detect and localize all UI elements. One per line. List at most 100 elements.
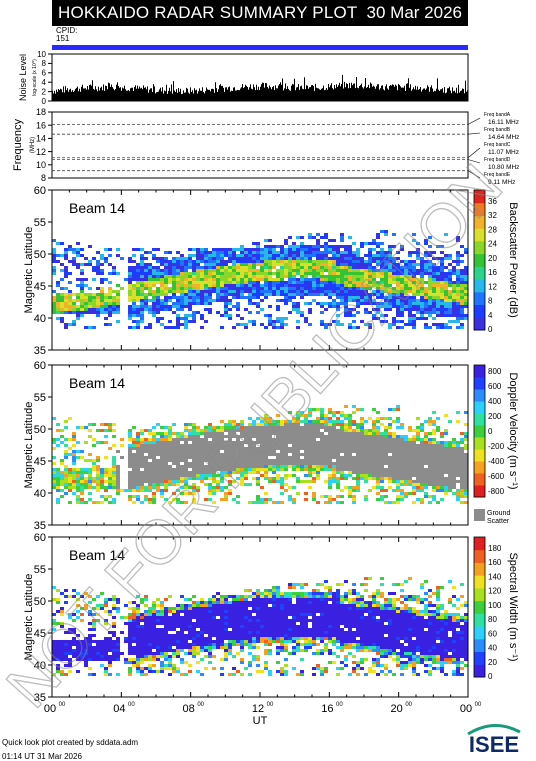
heatmap-cell xyxy=(64,483,68,486)
heatmap-cell xyxy=(292,305,296,308)
heatmap-cell xyxy=(188,616,192,619)
heatmap-cell xyxy=(380,290,384,293)
heatmap-cell xyxy=(332,414,336,417)
heatmap-cell xyxy=(464,462,468,465)
heatmap-cell xyxy=(104,429,108,432)
heatmap-cell xyxy=(464,438,468,441)
heatmap-cell xyxy=(136,661,140,664)
heatmap-cell xyxy=(104,441,108,444)
heatmap-cell xyxy=(168,299,172,302)
heatmap-cell xyxy=(96,640,100,643)
heatmap-cell xyxy=(176,441,180,444)
heatmap-cell xyxy=(360,296,364,299)
heatmap-cell xyxy=(396,426,400,429)
heatmap-cell xyxy=(452,474,456,477)
heatmap-cell xyxy=(188,290,192,293)
heatmap-cell xyxy=(212,429,216,432)
heatmap-cell xyxy=(100,257,104,260)
heatmap-cell xyxy=(452,453,456,456)
heatmap-cell xyxy=(180,616,184,619)
heatmap-cell xyxy=(336,468,340,471)
heatmap-cell xyxy=(332,462,336,465)
heatmap-cell xyxy=(428,305,432,308)
heatmap-cell xyxy=(232,278,236,281)
heatmap-cell xyxy=(432,453,436,456)
heatmap-cell xyxy=(64,287,68,290)
heatmap-cell xyxy=(384,314,388,317)
heatmap-cell xyxy=(288,432,292,435)
heatmap-cell xyxy=(284,254,288,257)
heatmap-cell xyxy=(188,465,192,468)
heatmap-cell xyxy=(248,278,252,281)
heatmap-cell xyxy=(144,628,148,631)
heatmap-cell xyxy=(288,456,292,459)
heatmap-cell xyxy=(256,260,260,263)
heatmap-cell xyxy=(80,658,84,661)
heatmap-cell xyxy=(144,257,148,260)
heatmap-cell xyxy=(192,272,196,275)
heatmap-cell xyxy=(80,619,84,622)
heatmap-cell xyxy=(312,251,316,254)
heatmap-cell xyxy=(348,278,352,281)
heatmap-cell xyxy=(96,269,100,272)
heatmap-cell xyxy=(276,420,280,423)
heatmap-cell xyxy=(104,610,108,613)
heatmap-cell xyxy=(400,311,404,314)
heatmap-cell xyxy=(352,293,356,296)
heatmap-cell xyxy=(240,245,244,248)
heatmap-cell xyxy=(152,498,156,501)
heatmap-cell xyxy=(196,438,200,441)
heatmap-cell xyxy=(288,284,292,287)
heatmap-cell xyxy=(284,489,288,492)
heatmap-cell xyxy=(184,290,188,293)
y-tick-label: 12 xyxy=(36,147,46,157)
heatmap-cell xyxy=(236,278,240,281)
heatmap-cell xyxy=(340,254,344,257)
heatmap-cell xyxy=(208,432,212,435)
heatmap-cell xyxy=(116,468,120,471)
heatmap-cell xyxy=(232,498,236,501)
heatmap-cell xyxy=(296,414,300,417)
heatmap-cell xyxy=(388,468,392,471)
heatmap-cell xyxy=(300,435,304,438)
heatmap-cell xyxy=(192,287,196,290)
heatmap-cell xyxy=(308,444,312,447)
heatmap-cell xyxy=(184,483,188,486)
heatmap-cell xyxy=(232,305,236,308)
heatmap-cell xyxy=(296,263,300,266)
heatmap-cell xyxy=(132,453,136,456)
heatmap-cell xyxy=(376,426,380,429)
heatmap-cell xyxy=(452,290,456,293)
heatmap-cell xyxy=(320,444,324,447)
heatmap-cell xyxy=(224,248,228,251)
heatmap-cell xyxy=(344,308,348,311)
heatmap-cell xyxy=(416,290,420,293)
heatmap-cell xyxy=(348,465,352,468)
heatmap-cell xyxy=(148,658,152,661)
heatmap-cell xyxy=(96,251,100,254)
heatmap-cell xyxy=(92,423,96,426)
heatmap-cell xyxy=(356,302,360,305)
heatmap-cell xyxy=(52,474,56,477)
heatmap-cell xyxy=(420,287,424,290)
heatmap-cell xyxy=(180,305,184,308)
heatmap-cell xyxy=(160,613,164,616)
heatmap-cell xyxy=(280,465,284,468)
heatmap-cell xyxy=(236,501,240,504)
heatmap-cell xyxy=(340,456,344,459)
heatmap-cell xyxy=(112,311,116,314)
heatmap-cell xyxy=(456,236,460,239)
heatmap-cell xyxy=(368,477,372,480)
heatmap-cell xyxy=(436,462,440,465)
heatmap-cell xyxy=(364,308,368,311)
heatmap-cell xyxy=(228,290,232,293)
heatmap-cell xyxy=(420,314,424,317)
heatmap-cell xyxy=(56,610,60,613)
heatmap-cell xyxy=(196,607,200,610)
heatmap-cell xyxy=(108,649,112,652)
heatmap-cell xyxy=(348,308,352,311)
heatmap-cell xyxy=(420,456,424,459)
heatmap-cell xyxy=(264,275,268,278)
heatmap-cell xyxy=(196,643,200,646)
heatmap-cell xyxy=(464,483,468,486)
